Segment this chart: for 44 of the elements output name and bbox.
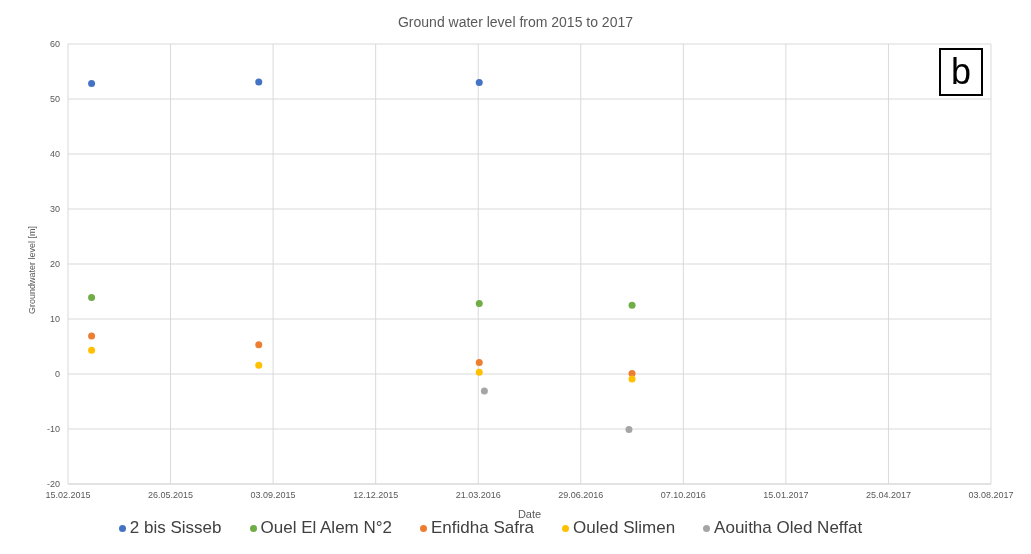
point	[88, 332, 96, 340]
point	[628, 369, 636, 377]
legend-label: Aouitha Oled Neffat	[714, 518, 863, 537]
y-tick-label: 20	[49, 259, 60, 270]
x-tick-label: 29.06.2016	[558, 490, 604, 501]
y-tick-label: 30	[49, 204, 60, 215]
legend-label: 2 bis Sisseb	[129, 518, 222, 537]
point	[475, 358, 483, 366]
x-tick-label: 03.09.2015	[250, 490, 296, 501]
legend-label: Enfidha Safra	[431, 518, 535, 537]
chart-title: Ground water level from 2015 to 2017	[397, 13, 634, 32]
y-axis-title: Groundwater level [m]	[27, 225, 38, 314]
y-tick-label: -20	[46, 479, 60, 490]
y-tick-label: 50	[49, 94, 60, 105]
x-axis-title: Date	[517, 508, 542, 520]
x-tick-label: 25.04.2017	[865, 490, 911, 501]
point	[88, 346, 96, 354]
y-tick-label: 40	[49, 149, 60, 160]
point	[475, 79, 483, 86]
y-tick-label: 0	[54, 369, 60, 380]
point	[628, 301, 636, 309]
y-tick-label: 60	[49, 39, 60, 50]
x-tick-label: 26.05.2015	[148, 490, 194, 501]
y-tick-label: -10	[46, 424, 60, 435]
x-tick-label: 15.01.2017	[763, 490, 809, 501]
x-tick-label: 21.03.2016	[455, 490, 501, 501]
point	[475, 368, 483, 376]
point	[255, 341, 263, 349]
legend-label: Ouel El Alem N°2	[260, 518, 393, 537]
annotation: b	[938, 48, 983, 96]
x-tick-label: 07.10.2016	[660, 490, 706, 501]
legend-label: Ouled Slimen	[573, 518, 676, 537]
y-tick-label: 10	[49, 314, 60, 325]
point	[88, 80, 96, 88]
point	[475, 300, 483, 308]
point	[625, 426, 633, 434]
point	[255, 361, 263, 369]
point	[88, 294, 96, 302]
point	[628, 375, 636, 383]
point	[255, 78, 263, 86]
point	[480, 387, 488, 395]
x-tick-label: 15.02.2015	[45, 490, 91, 501]
x-tick-label: 12.12.2015	[353, 490, 399, 501]
x-tick-label: 03.08.2017	[968, 490, 1014, 501]
